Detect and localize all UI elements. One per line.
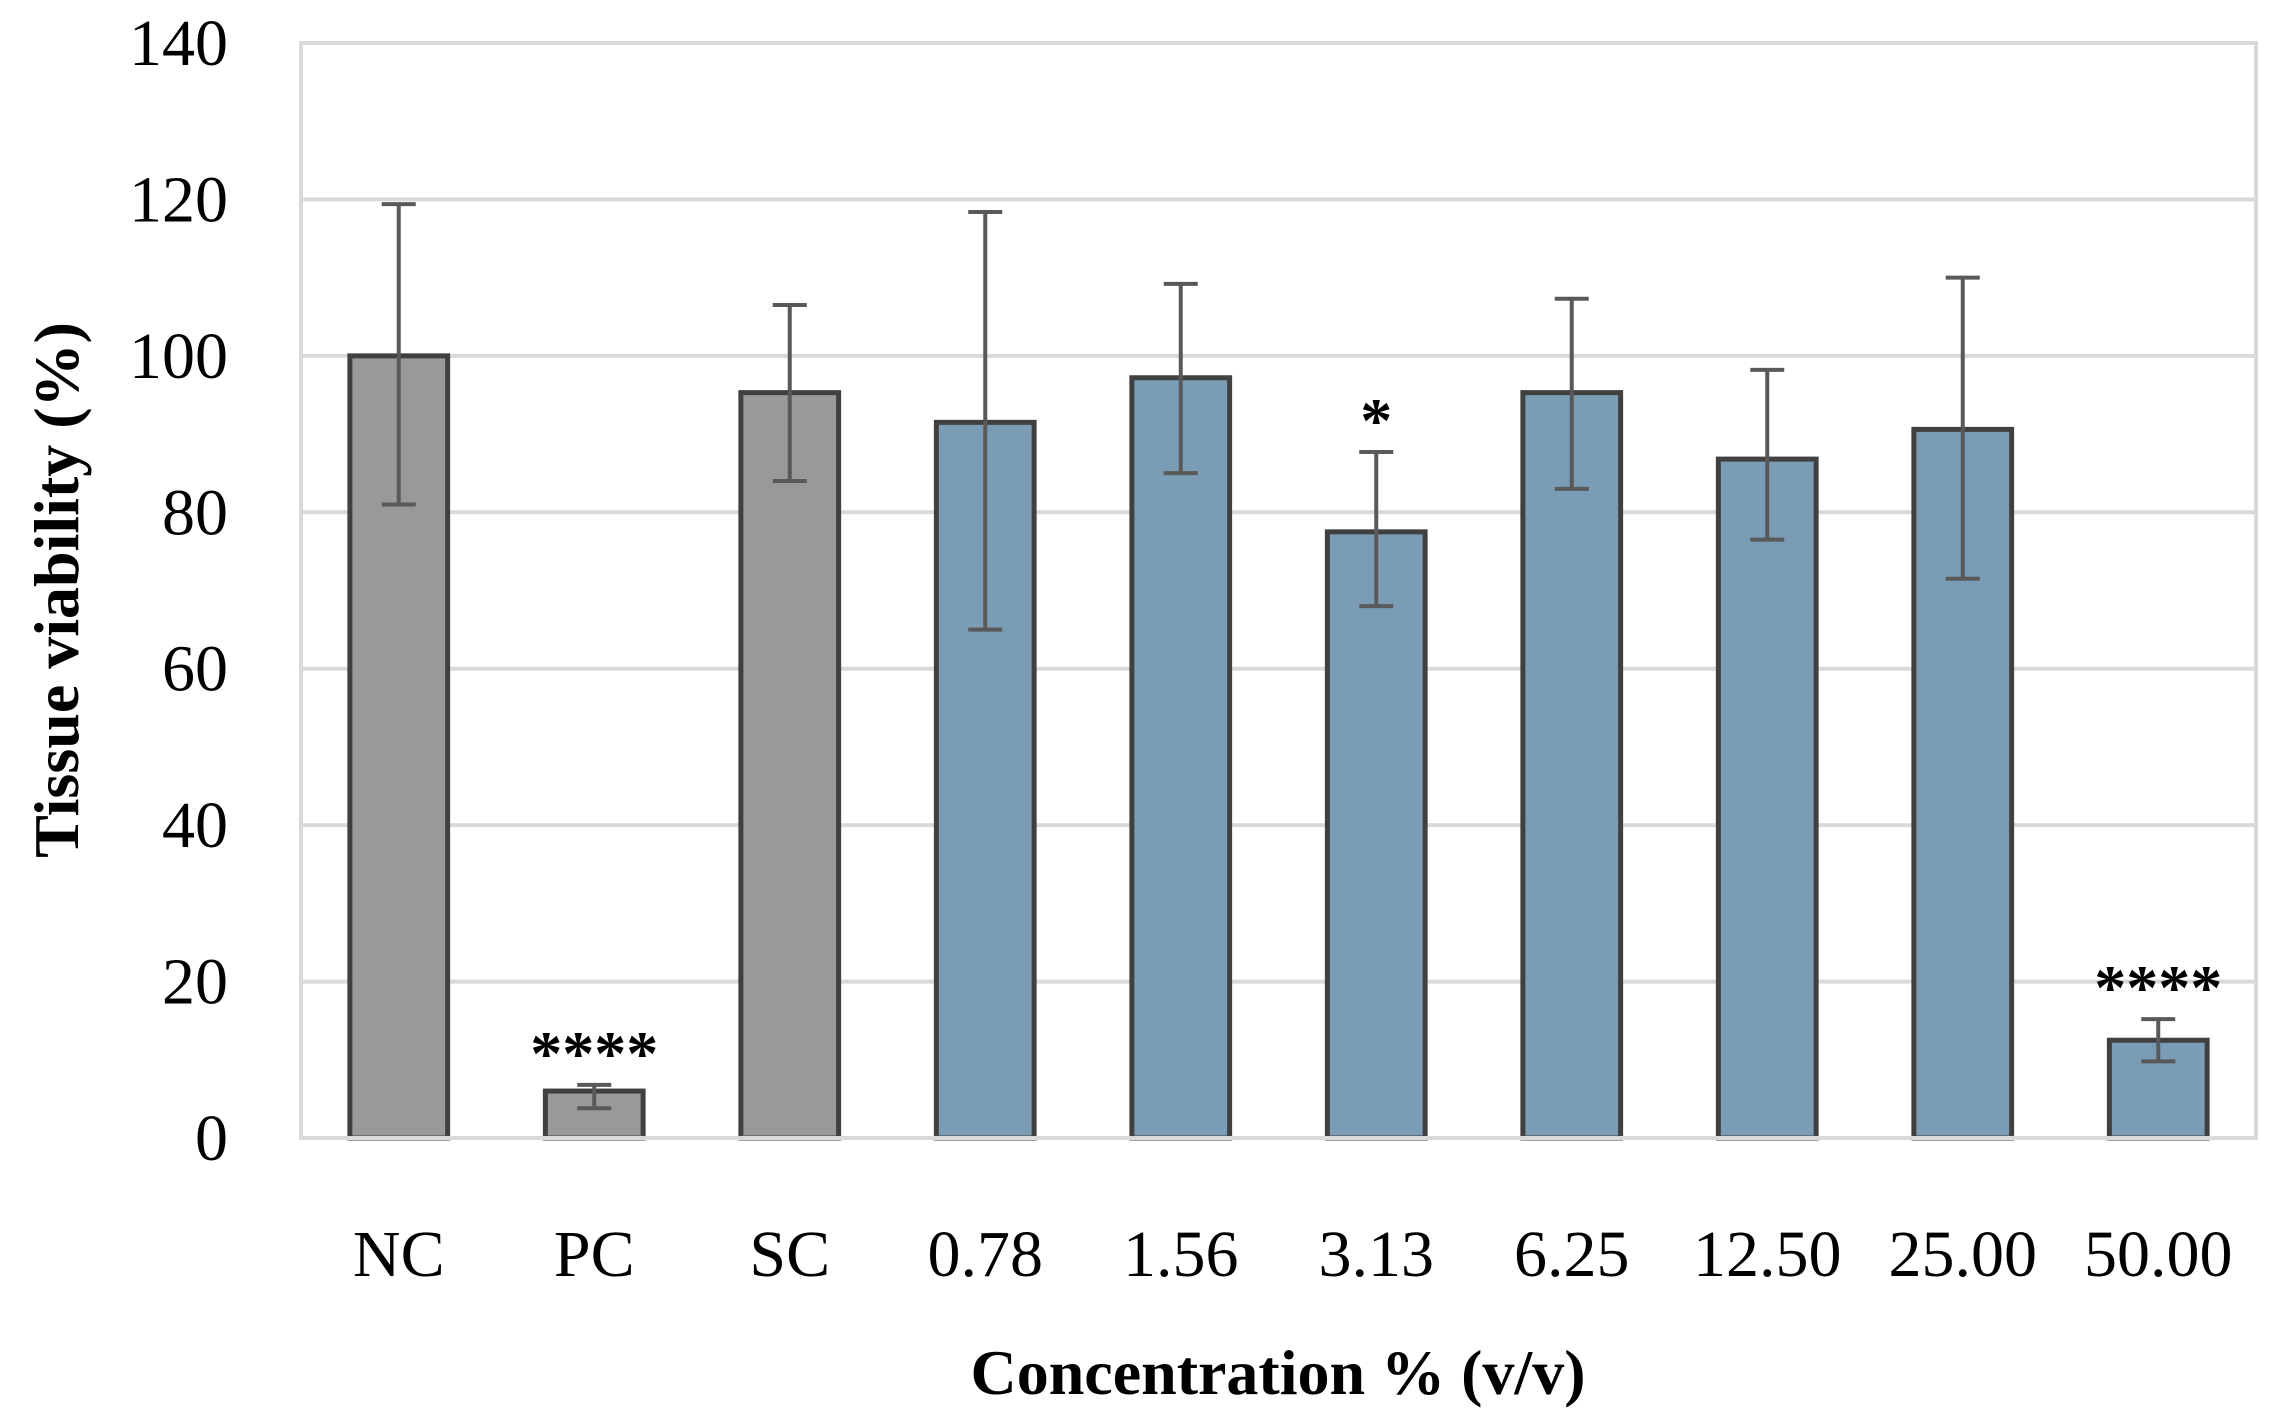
x-tick-label: 25.00 bbox=[1889, 1218, 2038, 1291]
error-bar-0.78 bbox=[968, 209, 1003, 632]
significance-label-3.13: * bbox=[1360, 385, 1392, 456]
error-bar-6.25 bbox=[1554, 296, 1589, 491]
significance-label-50.00: **** bbox=[2094, 952, 2222, 1023]
error-bar-PC bbox=[577, 1082, 612, 1111]
y-tick-label: 40 bbox=[162, 789, 228, 862]
y-tick-label: 80 bbox=[162, 476, 228, 549]
y-tick-labels: 0 20 40 60 80 100 120 140 bbox=[129, 7, 228, 1175]
bar-3.13 bbox=[1324, 529, 1428, 1141]
y-tick-label: 20 bbox=[162, 946, 228, 1019]
y-tick-label: 140 bbox=[129, 7, 228, 80]
bar-SC bbox=[738, 390, 842, 1141]
x-tick-label: SC bbox=[749, 1218, 830, 1291]
bar-1.56 bbox=[1129, 375, 1233, 1141]
x-tick-label: 1.56 bbox=[1123, 1218, 1239, 1291]
x-tick-label: PC bbox=[554, 1218, 635, 1291]
error-bar-50.00 bbox=[2141, 1017, 2176, 1064]
y-tick-label: 100 bbox=[129, 320, 228, 393]
error-bar-NC bbox=[381, 202, 416, 507]
error-bar-25.00 bbox=[1945, 275, 1980, 581]
x-tick-label: 0.78 bbox=[928, 1218, 1044, 1291]
error-bar-SC bbox=[772, 303, 807, 483]
y-tick-label: 120 bbox=[129, 163, 228, 236]
x-tick-label: 12.50 bbox=[1693, 1218, 1842, 1291]
x-tick-labels: NC PC SC 0.78 1.56 3.13 6.25 12.50 25.00 50.00 bbox=[353, 1218, 2233, 1291]
bar-12.50 bbox=[1715, 456, 1819, 1141]
x-tick-label: NC bbox=[353, 1218, 445, 1291]
error-bars bbox=[381, 202, 2176, 1111]
y-tick-label: 60 bbox=[162, 633, 228, 706]
x-axis-title: Concentration % (v/v) bbox=[970, 1337, 1585, 1408]
error-bar-12.50 bbox=[1750, 367, 1785, 542]
y-tick-label: 0 bbox=[195, 1102, 228, 1175]
bars bbox=[347, 353, 2210, 1141]
significance-labels: ********* bbox=[530, 385, 2222, 1089]
x-tick-label: 50.00 bbox=[2084, 1218, 2233, 1291]
y-axis-title: Tissue viability (%) bbox=[21, 322, 92, 858]
error-bar-1.56 bbox=[1163, 281, 1198, 476]
bar-6.25 bbox=[1520, 390, 1624, 1141]
x-tick-label: 3.13 bbox=[1319, 1218, 1435, 1291]
x-tick-label: 6.25 bbox=[1514, 1218, 1630, 1291]
error-bar-3.13 bbox=[1359, 450, 1394, 609]
significance-label-PC: **** bbox=[530, 1018, 658, 1089]
